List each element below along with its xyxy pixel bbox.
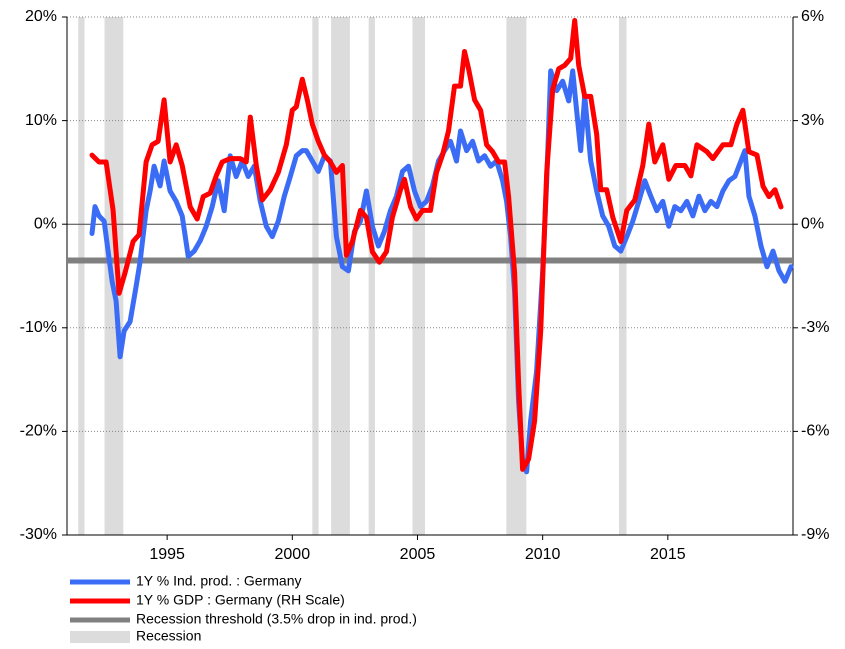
y2-tick-label: -9% (801, 526, 829, 543)
y2-tick-label: 6% (801, 8, 824, 25)
x-tick-label: 2015 (650, 546, 686, 563)
y-tick-label: 0% (34, 215, 57, 232)
recession-band (104, 17, 124, 535)
y2-tick-label: -3% (801, 319, 829, 336)
y2-tick-label: -6% (801, 423, 829, 440)
recession-band (312, 17, 319, 535)
legend-swatch (70, 631, 130, 643)
legend-label: Recession threshold (3.5% drop in ind. p… (136, 611, 417, 627)
legend-label: 1Y % GDP : Germany (RH Scale) (136, 592, 345, 608)
recession-band (368, 17, 375, 535)
x-tick-label: 2000 (275, 546, 311, 563)
recession-band (78, 17, 85, 535)
y-tick-label: -30% (20, 526, 57, 543)
recession-band (619, 17, 627, 535)
x-tick-label: 2005 (400, 546, 436, 563)
recession-band (331, 17, 350, 535)
y2-tick-label: 0% (801, 215, 824, 232)
recession-band (412, 17, 425, 535)
x-tick-label: 2010 (525, 546, 561, 563)
x-tick-label: 1995 (149, 546, 185, 563)
legend-label: 1Y % Ind. prod. : Germany (136, 573, 302, 589)
y-tick-label: -20% (20, 423, 57, 440)
legend-label: Recession (136, 628, 201, 644)
series-line (89, 68, 794, 475)
y-tick-label: -10% (20, 319, 57, 336)
y2-tick-label: 3% (801, 112, 824, 129)
y-tick-label: 20% (25, 8, 57, 25)
series-line (89, 18, 784, 472)
y-tick-label: 10% (25, 112, 57, 129)
